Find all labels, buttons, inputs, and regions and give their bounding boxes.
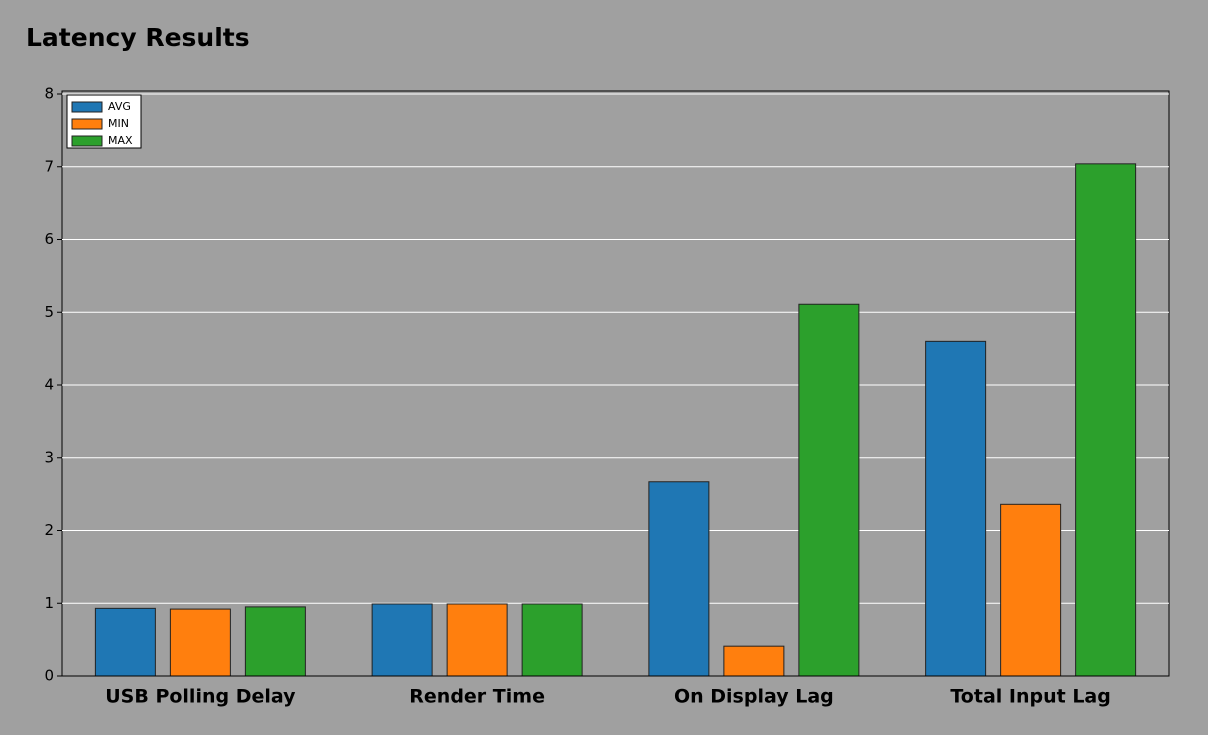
x-tick-label: On Display Lag <box>674 686 834 708</box>
bar <box>925 340 987 677</box>
y-tick-label: 4 <box>44 376 54 394</box>
bar <box>371 603 433 677</box>
bar <box>798 303 860 677</box>
chart-title: Latency Results <box>26 23 250 52</box>
y-tick-label: 1 <box>44 594 54 612</box>
bar <box>244 606 306 677</box>
y-tick-label: 6 <box>44 230 54 248</box>
legend-label: AVG <box>108 100 131 113</box>
legend-label: MIN <box>108 117 129 130</box>
legend-swatch <box>71 135 103 147</box>
bar <box>446 603 508 677</box>
legend-swatch <box>71 118 103 130</box>
bar <box>169 608 231 677</box>
bar <box>1075 163 1137 677</box>
bar <box>1000 503 1062 677</box>
legend-label: MAX <box>108 134 133 147</box>
legend-swatch <box>71 101 103 113</box>
y-tick-label: 5 <box>44 303 54 321</box>
y-tick-label: 8 <box>44 85 54 103</box>
x-tick-label: Total Input Lag <box>950 686 1110 708</box>
y-tick-label: 3 <box>44 448 54 466</box>
bar <box>648 481 710 677</box>
y-tick-label: 2 <box>44 521 54 539</box>
y-tick-label: 7 <box>44 157 54 175</box>
bar <box>521 603 583 677</box>
bar <box>94 607 156 677</box>
y-tick-label: 0 <box>44 667 54 685</box>
x-tick-label: Render Time <box>409 686 545 708</box>
x-tick-label: USB Polling Delay <box>105 686 296 708</box>
bar <box>723 645 785 677</box>
